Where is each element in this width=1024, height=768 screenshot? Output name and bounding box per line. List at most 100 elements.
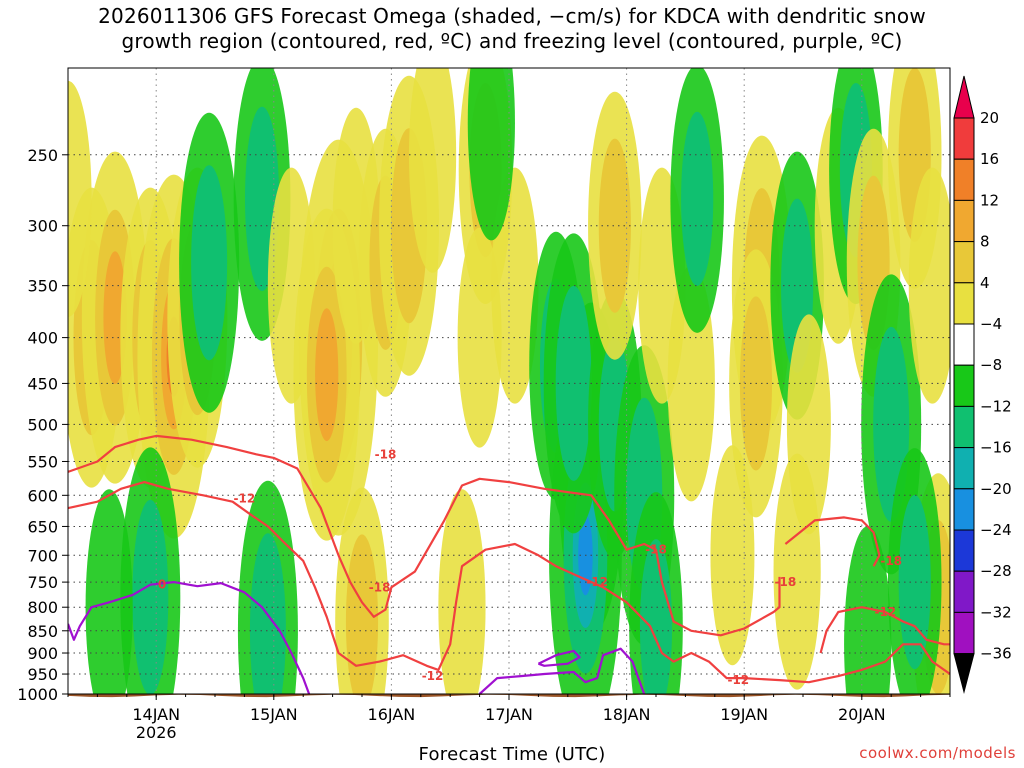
omega-cell-core (898, 495, 931, 670)
colorbar-band (953, 488, 975, 531)
colorbar-label: −24 (980, 521, 1012, 539)
dendritic-contour-line (819, 606, 950, 654)
colorbar-label: 20 (980, 109, 999, 127)
ground-layer (68, 694, 950, 698)
omega-shading-layer (68, 68, 950, 694)
y-tick-label: 1000 (17, 685, 58, 704)
colorbar-label: −36 (980, 645, 1012, 663)
x-axis-title: Forecast Time (UTC) (418, 744, 606, 765)
colorbar-band (953, 158, 975, 201)
x-tick-label: 18JAN (603, 705, 651, 724)
y-tick-label: 250 (27, 146, 58, 165)
colorbar-band (953, 323, 975, 366)
chart-title-line-1: 2026011306 GFS Forecast Omega (shaded, −… (98, 4, 926, 28)
dendritic-contour-line (784, 516, 881, 567)
omega-cell (408, 68, 457, 273)
dendritic-contour-label: -12 (874, 605, 896, 619)
y-tick-label: 500 (27, 415, 58, 434)
colorbar-band (953, 570, 975, 613)
y-tick-label: 600 (27, 486, 58, 505)
dendritic-contour-label: -12 (727, 673, 749, 687)
colorbar-label: −16 (980, 439, 1012, 457)
freezing-level-label: 0 (158, 578, 166, 592)
colorbar-label: −12 (980, 397, 1012, 415)
source-credit: coolwx.com/models (859, 744, 1016, 762)
colorbar-band (953, 611, 975, 655)
omega-colorbar: 20 16 12 8 4 −4 −8 −12 −16 −20 −24 −28 −32 −36 (953, 75, 1012, 694)
contour-layer: -18 -12 -18 -12 -18 -12 -18 -12 -18 -12 0 (68, 434, 950, 694)
chart-title-line-2: growth region (contoured, red, ºC) and f… (121, 29, 903, 53)
x-tick-year-label: 2026 (136, 723, 177, 742)
dendritic-contour-label: -12 (586, 575, 608, 589)
colorbar-bottom-triangle (953, 653, 975, 694)
omega-cell (68, 80, 92, 317)
y-tick-label: 950 (27, 665, 58, 684)
y-tick-label: 800 (27, 598, 58, 617)
omega-cell (457, 227, 502, 448)
freezing-level-contour-line (68, 581, 311, 694)
colorbar-band (953, 364, 975, 407)
omega-cell-core (639, 539, 673, 694)
y-tick-label: 900 (27, 644, 58, 663)
ground-fill (68, 694, 950, 698)
x-tick-label: 14JAN (132, 705, 180, 724)
dendritic-contour-label: -12 (234, 492, 256, 506)
colorbar-band (953, 199, 975, 243)
colorbar-label: 4 (980, 274, 990, 292)
omega-cell (467, 68, 515, 241)
omega-cell (85, 489, 133, 694)
omega-cell-peak (315, 308, 339, 442)
chart-title: 2026011306 GFS Forecast Omega (shaded, −… (0, 4, 1024, 54)
x-tick-label: 16JAN (368, 705, 416, 724)
colorbar-label: 8 (980, 233, 990, 251)
colorbar-band (953, 117, 975, 160)
y-tick-label: 850 (27, 622, 58, 641)
dendritic-contour-label: -18 (375, 447, 397, 461)
omega-cell-core (345, 534, 379, 694)
dendritic-contour-label: -18 (645, 543, 667, 557)
grid-lines (68, 68, 950, 695)
dendritic-contour-line (68, 434, 781, 637)
omega-cell (438, 489, 486, 694)
x-tick-label: 19JAN (720, 705, 768, 724)
colorbar-label: 12 (980, 191, 999, 209)
colorbar-label: −8 (980, 356, 1002, 374)
dendritic-contour-label: -12 (422, 669, 444, 683)
freezing-level-contour-line (478, 647, 646, 694)
colorbar-band (953, 282, 975, 325)
y-tick-label: 450 (27, 374, 58, 393)
colorbar-label: −4 (980, 315, 1002, 333)
omega-cell-core (681, 111, 714, 286)
x-tick-label: 20JAN (838, 705, 886, 724)
colorbar-top-triangle (953, 75, 975, 119)
dendritic-contour-label: -18 (369, 580, 391, 594)
y-tick-label: 350 (27, 277, 58, 296)
y-tick-label: 300 (27, 217, 58, 236)
y-tick-label: 400 (27, 329, 58, 348)
colorbar-band (953, 241, 975, 284)
colorbar-band (953, 529, 975, 572)
colorbar-label: −32 (980, 603, 1012, 621)
colorbar-label: 16 (980, 150, 999, 168)
y-tick-label: 650 (27, 517, 58, 536)
dendritic-contour-line (68, 481, 950, 684)
colorbar-label: −28 (980, 562, 1012, 580)
x-tick-label: 17JAN (485, 705, 533, 724)
omega-cell-core (555, 285, 592, 481)
omega-cell-core (191, 165, 228, 361)
dendritic-contour-label: -18 (775, 575, 797, 589)
omega-cell (773, 453, 821, 690)
y-tick-label: 550 (27, 452, 58, 471)
y-tick-label: 750 (27, 573, 58, 592)
x-tick-label: 15JAN (250, 705, 298, 724)
y-axis-ticks: 250 300 350 400 450 500 550 600 650 700 750 800 850 9… (17, 146, 68, 704)
dendritic-contour-label: -18 (880, 554, 902, 568)
freezing-level-contour-line (537, 649, 581, 667)
colorbar-label: −20 (980, 480, 1012, 498)
omega-cell (844, 526, 892, 694)
y-tick-label: 700 (27, 546, 58, 565)
omega-cell-core (598, 138, 631, 313)
colorbar-band (953, 447, 975, 490)
